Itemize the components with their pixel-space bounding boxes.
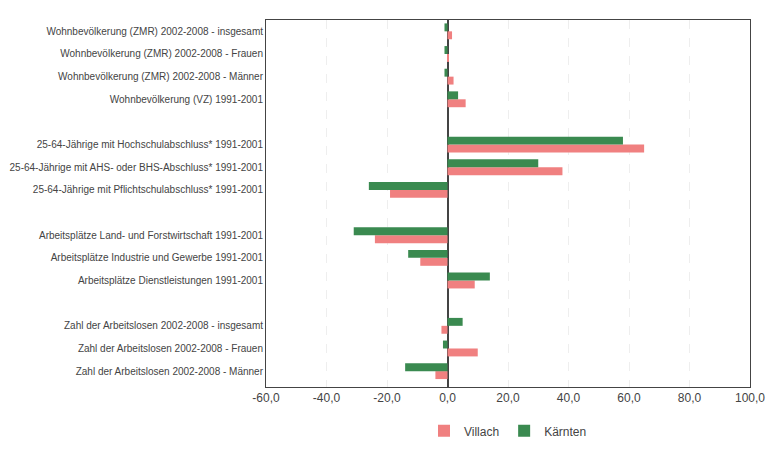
svg-text:40,0: 40,0	[557, 391, 581, 405]
svg-text:-60,0: -60,0	[252, 391, 280, 405]
svg-text:Zahl der Arbeitslosen 2002-200: Zahl der Arbeitslosen 2002-2008 - Frauen	[78, 343, 263, 354]
svg-text:Arbeitsplätze Dienstleistungen: Arbeitsplätze Dienstleistungen 1991-2001	[78, 275, 264, 286]
svg-text:Wohnbevölkerung (ZMR) 2002-200: Wohnbevölkerung (ZMR) 2002-2008 - Männer	[58, 71, 264, 82]
svg-text:100,0: 100,0	[735, 391, 765, 405]
svg-text:60,0: 60,0	[617, 391, 641, 405]
svg-text:20,0: 20,0	[496, 391, 520, 405]
svg-text:0,0: 0,0	[439, 391, 456, 405]
svg-text:25-64-Jährige mit AHS- oder BH: 25-64-Jährige mit AHS- oder BHS-Abschlus…	[10, 162, 264, 173]
svg-text:-20,0: -20,0	[373, 391, 401, 405]
svg-text:Zahl der Arbeitslosen 2002-200: Zahl der Arbeitslosen 2002-2008 - Männer	[76, 366, 264, 377]
svg-text:Zahl der Arbeitslosen 2002-200: Zahl der Arbeitslosen 2002-2008 - insges…	[64, 320, 263, 331]
svg-text:Wohnbevölkerung (VZ) 1991-2001: Wohnbevölkerung (VZ) 1991-2001	[110, 94, 264, 105]
svg-text:Wohnbevölkerung (ZMR) 2002-200: Wohnbevölkerung (ZMR) 2002-2008 - Frauen	[60, 48, 263, 59]
svg-text:Arbeitsplätze Land- und Forstw: Arbeitsplätze Land- und Forstwirtschaft …	[39, 230, 263, 241]
svg-text:Villach: Villach	[464, 425, 499, 439]
svg-text:25-64-Jährige mit Hochschulabs: 25-64-Jährige mit Hochschulabschluss* 19…	[37, 139, 264, 150]
svg-text:80,0: 80,0	[678, 391, 702, 405]
svg-text:Wohnbevölkerung (ZMR) 2002-200: Wohnbevölkerung (ZMR) 2002-2008 - insges…	[46, 26, 263, 37]
svg-text:Kärnten: Kärnten	[544, 425, 586, 439]
svg-text:25-64-Jährige mit Pflichtschul: 25-64-Jährige mit Pflichtschulabschluss*…	[33, 184, 264, 195]
svg-text:Arbeitsplätze Industrie und Ge: Arbeitsplätze Industrie und Gewerbe 1991…	[51, 252, 264, 263]
svg-text:-40,0: -40,0	[313, 391, 341, 405]
